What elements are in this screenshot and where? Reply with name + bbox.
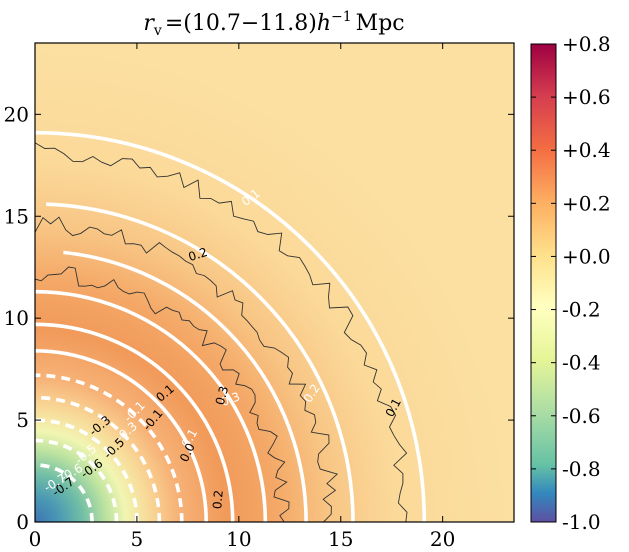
colorbar-tick-label: -0.2 <box>562 298 601 322</box>
model-contour-line <box>35 289 268 522</box>
contour-label: 0.3 <box>213 384 231 406</box>
data-contour-line <box>35 266 290 522</box>
x-tick-label: 5 <box>131 527 144 551</box>
model-contour-line <box>35 373 184 522</box>
model-contour-line <box>35 418 139 522</box>
x-tick-label: 10 <box>226 527 251 551</box>
model-contour-line <box>35 348 209 522</box>
colorbar-ticks: +0.8 +0.6 +0.4 +0.2 +0.0 -0.2 -0.4 -0.6 -0.8 -1.0 <box>531 32 611 534</box>
y-tick-label: 0 <box>16 510 29 534</box>
y-tick-label: 15 <box>4 204 29 228</box>
model-contour-line <box>35 130 427 522</box>
data-contours <box>35 142 408 522</box>
contour-label: 0.3 <box>219 389 242 409</box>
model-contours <box>35 130 427 522</box>
contour-label: 0.2 <box>210 489 226 509</box>
model-contour-line <box>35 463 94 522</box>
colorbar-tick-label: +0.0 <box>562 244 611 268</box>
model-contour-line <box>46 202 355 522</box>
colorbar-tick-label: +0.2 <box>562 191 611 215</box>
colorbar <box>530 43 557 523</box>
contour-label: 0.2 <box>187 245 209 264</box>
colorbar-tick-label: +0.4 <box>562 138 611 162</box>
model-contour-line <box>35 322 235 522</box>
x-tick-label: 15 <box>328 527 353 551</box>
model-contour-line <box>35 438 119 522</box>
y-tick-label: 20 <box>4 102 29 126</box>
model-contour-line <box>63 250 308 522</box>
y-tick-label: 10 <box>4 306 29 330</box>
x-tick-label: 0 <box>29 527 42 551</box>
plot-frame <box>34 42 515 523</box>
x-axis: 0 5 10 15 20 <box>29 43 455 551</box>
x-tick-label: 20 <box>430 527 455 551</box>
colorbar-tick-label: -0.6 <box>562 404 601 428</box>
colorbar-tick-label: -0.8 <box>562 457 601 481</box>
data-contour-line <box>35 216 339 522</box>
colorbar-tick-label: -1.0 <box>562 510 601 534</box>
model-contour-line <box>35 395 162 522</box>
colorbar-tick-label: +0.6 <box>562 85 611 109</box>
y-axis: 0 5 10 15 20 <box>4 102 514 534</box>
data-contour-line <box>35 142 408 522</box>
chart-title: rv =(10.7−11.8)h−1 Mpc <box>143 9 404 39</box>
colorbar-tick-label: +0.8 <box>562 32 611 56</box>
colorbar-tick-label: -0.4 <box>562 351 601 375</box>
y-tick-label: 5 <box>16 408 29 432</box>
